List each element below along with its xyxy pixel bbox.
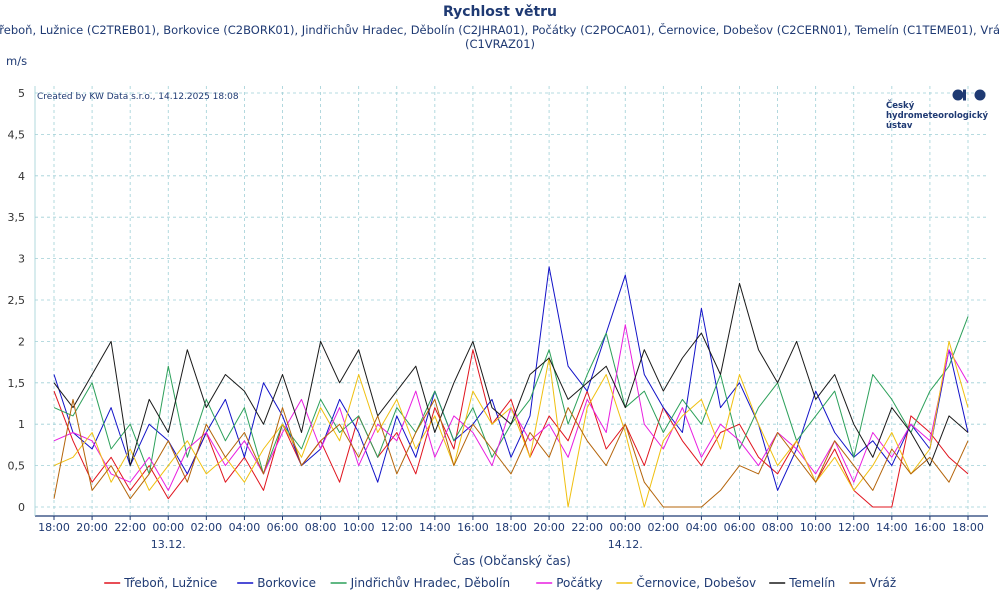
y-tick-label: 4,5 bbox=[8, 128, 26, 141]
logo-dot-right bbox=[974, 89, 986, 101]
grid bbox=[35, 86, 988, 516]
legend-label: Počátky bbox=[556, 576, 602, 590]
legend-item: Třeboň, Lužnice bbox=[104, 576, 217, 590]
logo-dot-left bbox=[952, 89, 964, 101]
chart-subtitle-line-2: (C1VRAZ01) bbox=[465, 37, 535, 51]
x-tick-label: 14:00 bbox=[419, 521, 451, 534]
x-tick-label: 20:00 bbox=[533, 521, 565, 534]
y-tick-label: 1 bbox=[18, 418, 25, 431]
x-tick-label: 16:00 bbox=[457, 521, 489, 534]
x-tick-label: 20:00 bbox=[76, 521, 108, 534]
x-tick-label: 18:00 bbox=[952, 521, 984, 534]
x-tick-label: 22:00 bbox=[571, 521, 603, 534]
legend-item: Borkovice bbox=[237, 576, 316, 590]
x-tick-label: 10:00 bbox=[800, 521, 832, 534]
x-tick-label: 04:00 bbox=[686, 521, 718, 534]
logo-text-line-2: hydrometeorologický bbox=[886, 111, 988, 121]
legend-label: Černovice, Dobešov bbox=[636, 575, 756, 590]
credit-note: Created by KW Data s.r.o., 14.12.2025 18… bbox=[37, 92, 239, 102]
x-tick-label: 00:00 bbox=[152, 521, 184, 534]
legend-item: Temelín bbox=[769, 576, 835, 590]
y-tick-label: 2,5 bbox=[8, 294, 26, 307]
y-tick-label: 3 bbox=[18, 253, 25, 266]
x-date-label: 14.12. bbox=[608, 538, 643, 551]
x-tick-label: 04:00 bbox=[229, 521, 261, 534]
logo-text-line-1: Český bbox=[886, 99, 915, 111]
legend-item: Jindřichův Hradec, Děbolín bbox=[330, 576, 510, 590]
legend-label: Jindřichův Hradec, Děbolín bbox=[350, 576, 510, 590]
legend-item: Černovice, Dobešov bbox=[616, 575, 756, 590]
y-tick-label: 2 bbox=[18, 335, 25, 348]
y-tick-label: 0,5 bbox=[8, 460, 26, 473]
x-tick-label: 06:00 bbox=[267, 521, 299, 534]
axes: 0 0,5 1 1,5 2 2,5 3 3,5 4 4,5 5 18:00 20:00 22:00 00:0… bbox=[8, 86, 988, 551]
y-tick-label: 5 bbox=[18, 87, 25, 100]
y-tick-label: 0 bbox=[18, 501, 25, 514]
x-tick-label: 22:00 bbox=[114, 521, 146, 534]
legend-label: Vráž bbox=[869, 576, 896, 590]
chart-title: Rychlost větru bbox=[443, 4, 557, 20]
legend-label: Borkovice bbox=[257, 576, 316, 590]
y-tick-label: 3,5 bbox=[8, 211, 26, 224]
series-line-5 bbox=[53, 282, 969, 467]
x-tick-label: 08:00 bbox=[305, 521, 337, 534]
legend-item: Počátky bbox=[536, 576, 603, 590]
x-date-label: 13.12. bbox=[151, 538, 186, 551]
y-axis-unit: m/s bbox=[6, 54, 27, 68]
y-tick-label: 1,5 bbox=[8, 377, 26, 390]
x-tick-label: 18:00 bbox=[495, 521, 527, 534]
x-axis-label: Čas (Občanský čas) bbox=[453, 553, 571, 568]
series-line-6 bbox=[53, 398, 969, 508]
x-tick-label: 02:00 bbox=[647, 521, 679, 534]
chmi-logo: Český hydrometeorologický ústav bbox=[886, 89, 988, 131]
x-tick-label: 12:00 bbox=[381, 521, 413, 534]
x-tick-label: 16:00 bbox=[914, 521, 946, 534]
x-tick-label: 08:00 bbox=[762, 521, 794, 534]
x-tick-label: 18:00 bbox=[38, 521, 70, 534]
x-tick-label: 10:00 bbox=[343, 521, 375, 534]
legend-label: Třeboň, Lužnice bbox=[123, 576, 217, 590]
y-tick-label: 4 bbox=[18, 170, 25, 183]
legend-label: Temelín bbox=[788, 576, 835, 590]
logo-dot-half bbox=[963, 89, 966, 101]
x-tick-label: 00:00 bbox=[609, 521, 641, 534]
legend: Třeboň, Lužnice Borkovice Jindřichův Hrade… bbox=[104, 575, 896, 590]
legend-item: Vráž bbox=[849, 576, 896, 590]
x-tick-label: 06:00 bbox=[724, 521, 756, 534]
chart-subtitle-line-1: Třeboň, Lužnice (C2TREB01), Borkovice (C… bbox=[0, 22, 1000, 37]
x-tick-label: 14:00 bbox=[876, 521, 908, 534]
series-line-1 bbox=[53, 266, 969, 491]
x-tick-label: 02:00 bbox=[190, 521, 222, 534]
series-lines bbox=[53, 266, 969, 508]
x-tick-label: 12:00 bbox=[838, 521, 870, 534]
logo-text-line-3: ústav bbox=[886, 121, 913, 131]
